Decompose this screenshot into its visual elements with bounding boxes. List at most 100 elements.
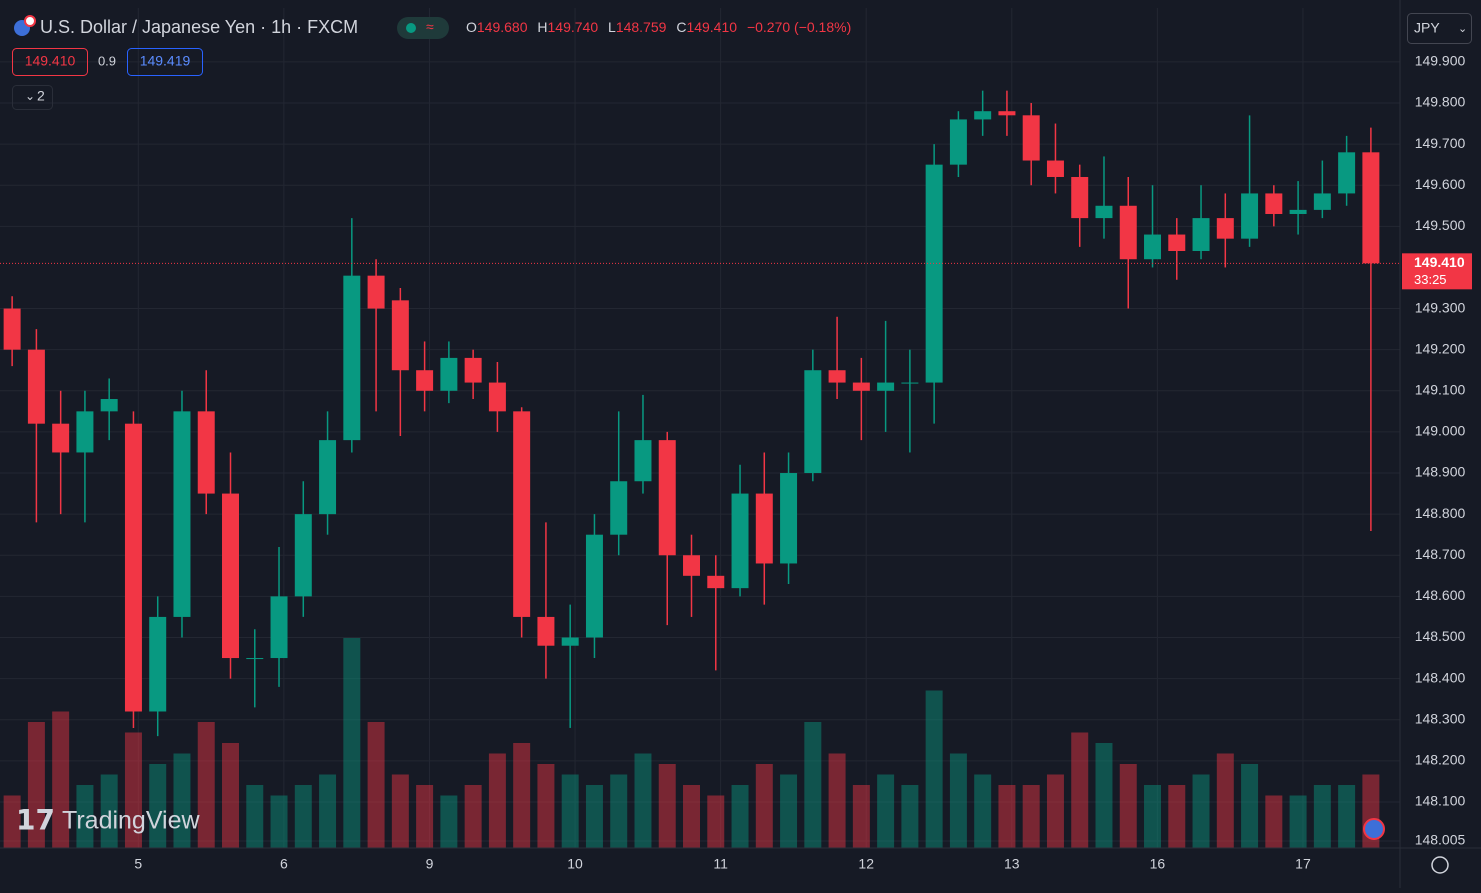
candle-body: [222, 493, 239, 659]
candle-body: [76, 411, 94, 453]
volume-bar: [949, 753, 967, 848]
y-tick-label: 148.200: [1415, 752, 1466, 768]
volume-bar: [1313, 785, 1331, 848]
volume-bar: [901, 785, 919, 848]
event-icon[interactable]: [1363, 818, 1385, 840]
buy-price: 149.419: [140, 53, 191, 69]
candle-body: [1313, 193, 1331, 210]
candle-body: [27, 349, 45, 424]
volume-bar: [52, 711, 70, 848]
volume-bar: [877, 774, 895, 848]
x-tick-label: 17: [1295, 856, 1311, 872]
volume-bar: [828, 753, 846, 848]
volume-bar: [1265, 795, 1283, 848]
candle-body: [319, 440, 337, 515]
volume-bar: [731, 785, 749, 848]
candle-body: [610, 481, 628, 535]
y-tick-label: 148.400: [1415, 669, 1466, 685]
candle-body: [1216, 218, 1234, 239]
y-tick-label: 148.500: [1415, 628, 1466, 644]
label: H: [537, 19, 547, 35]
symbol-title: U.S. Dollar / Japanese Yen · 1h · FXCM: [40, 17, 358, 37]
y-tick-label: 148.800: [1415, 505, 1466, 521]
volume-bar: [100, 774, 118, 848]
candle-body: [391, 300, 409, 371]
volume-bar: [367, 722, 385, 848]
volume-bar: [683, 785, 700, 848]
y-tick-label: 149.300: [1415, 299, 1466, 315]
y-tick-label: 149.000: [1415, 423, 1466, 439]
volume-bar: [1192, 774, 1210, 848]
candle-body: [1241, 193, 1259, 239]
candle-body: [755, 493, 773, 564]
label: O: [466, 19, 477, 35]
candle-body: [998, 111, 1016, 116]
settings-icon[interactable]: [1431, 856, 1449, 874]
volume-bar: [124, 732, 142, 848]
currency-button[interactable]: [1407, 13, 1472, 44]
volume-bar: [561, 774, 579, 848]
candle-body: [1071, 176, 1089, 219]
candle-body: [877, 382, 895, 391]
candle-body: [828, 370, 846, 383]
candle-body: [1095, 205, 1113, 219]
volume-bar: [1216, 753, 1234, 848]
header: U.S. Dollar / Japanese Yen · 1h · FXCM ≈…: [12, 13, 1472, 110]
y-tick-label: 149.700: [1415, 135, 1466, 151]
volume-bar: [488, 753, 506, 848]
buy-button[interactable]: [127, 48, 203, 76]
candle-body: [197, 411, 215, 494]
x-tick-label: 10: [567, 856, 583, 872]
candle-body: [731, 493, 749, 589]
volume-bar: [416, 785, 434, 848]
sell-button[interactable]: [12, 48, 88, 76]
candle-body: [585, 534, 603, 638]
candle-body: [294, 514, 312, 597]
volume-bar: [1046, 774, 1064, 848]
status-icon: ≈: [426, 19, 434, 35]
price-tag-value: 149.410: [1414, 254, 1465, 270]
volume-bar: [391, 774, 409, 848]
candle-body: [124, 423, 142, 712]
candle-body: [343, 275, 361, 441]
status-pill[interactable]: [397, 17, 449, 39]
y-tick-label: 149.100: [1415, 381, 1466, 397]
candle-body: [634, 440, 652, 482]
volume-bar: [998, 785, 1016, 848]
value: 148.759: [616, 19, 667, 35]
x-tick-label: 13: [1004, 856, 1020, 872]
x-tick-label: 16: [1150, 856, 1166, 872]
y-tick-label: 149.900: [1415, 53, 1466, 69]
volume-bar: [852, 785, 870, 848]
value: 149.740: [548, 19, 599, 35]
flag-icon: [24, 15, 36, 27]
countdown: 33:25: [1414, 272, 1447, 287]
value: 149.410: [686, 19, 737, 35]
candle-body: [925, 164, 943, 383]
candle-body: [1046, 160, 1064, 177]
candle-body: [707, 575, 725, 589]
y-tick-label: 148.600: [1415, 587, 1466, 603]
y-tick-label: 149.600: [1415, 176, 1466, 192]
candle-body: [974, 111, 992, 120]
candle-body: [270, 596, 288, 659]
label: C: [676, 19, 686, 35]
candle-body: [149, 616, 167, 712]
candle-body: [1168, 234, 1186, 251]
volume-bar: [440, 795, 458, 848]
chevron: ⌄: [1458, 23, 1467, 35]
candle-body: [537, 616, 555, 646]
volume-bar: [246, 785, 264, 848]
candle-body: [1022, 115, 1040, 161]
volume-bar: [197, 722, 215, 848]
volume-bar: [1168, 785, 1186, 848]
watermark-text: TradingView: [62, 807, 201, 835]
x-tick-label: 5: [134, 856, 142, 872]
candle-body: [1289, 209, 1307, 214]
volume-bar: [76, 785, 94, 848]
candle-body: [52, 423, 70, 453]
candle-body: [1119, 205, 1137, 260]
indicators-toggle[interactable]: [12, 85, 53, 110]
